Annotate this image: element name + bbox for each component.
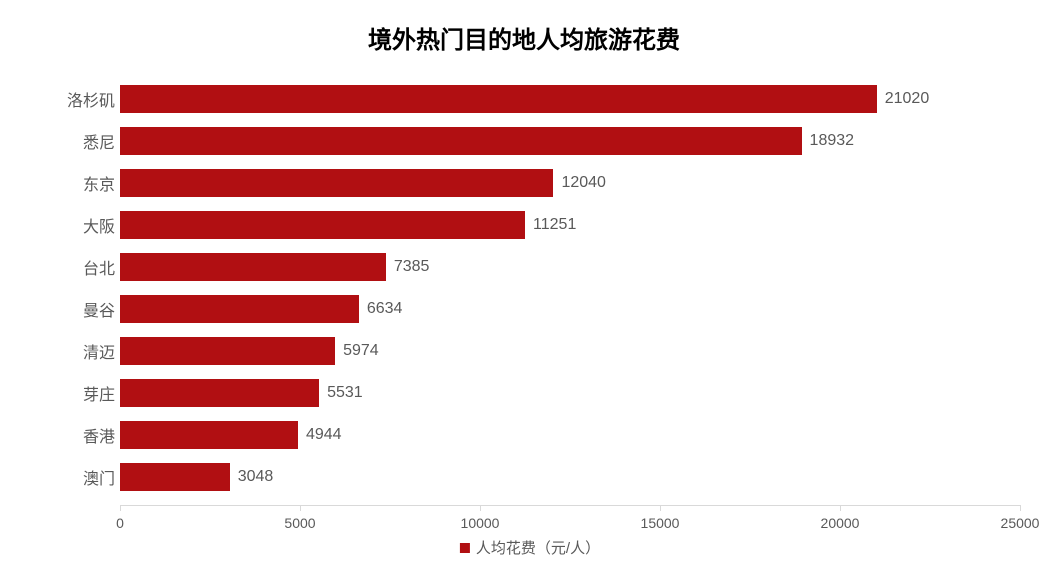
bar-value-label: 5974	[343, 342, 379, 360]
bar	[120, 337, 335, 365]
bar-value-label: 7385	[394, 258, 430, 276]
bar-value-label: 11251	[533, 216, 576, 234]
x-label: 10000	[461, 515, 500, 531]
bar	[120, 253, 386, 281]
chart-title: 境外热门目的地人均旅游花费	[30, 20, 1018, 55]
x-label: 20000	[821, 515, 860, 531]
bar-row: 4944	[120, 421, 298, 449]
y-label: 香港	[83, 423, 115, 447]
legend-swatch	[460, 543, 470, 553]
y-label: 芽庄	[83, 381, 115, 405]
y-label: 悉尼	[83, 129, 115, 153]
y-axis-labels: 洛杉矶悉尼东京大阪台北曼谷清迈芽庄香港澳门	[40, 75, 115, 535]
bar	[120, 295, 359, 323]
bar-value-label: 3048	[238, 468, 274, 486]
bar-row: 6634	[120, 295, 359, 323]
bar-value-label: 12040	[561, 174, 606, 192]
x-label: 5000	[284, 515, 315, 531]
y-label: 东京	[83, 171, 115, 195]
bar-value-label: 4944	[306, 426, 342, 444]
bar-value-label: 6634	[367, 300, 403, 318]
bar-row: 5531	[120, 379, 319, 407]
x-tick	[1020, 505, 1021, 511]
bar-row: 21020	[120, 85, 877, 113]
bar-value-label: 21020	[885, 90, 930, 108]
bar-value-label: 18932	[810, 132, 855, 150]
bar-row: 18932	[120, 127, 802, 155]
bar-row: 7385	[120, 253, 386, 281]
x-label: 25000	[1001, 515, 1040, 531]
bar	[120, 421, 298, 449]
bar	[120, 379, 319, 407]
y-label: 清迈	[83, 339, 115, 363]
y-label: 澳门	[83, 465, 115, 489]
legend-label: 人均花费（元/人）	[476, 537, 600, 558]
legend: 人均花费（元/人）	[460, 537, 600, 558]
x-tick	[300, 505, 301, 511]
y-label: 曼谷	[83, 297, 115, 321]
bar	[120, 85, 877, 113]
bar	[120, 169, 553, 197]
bar	[120, 463, 230, 491]
y-label: 大阪	[83, 213, 115, 237]
x-tick	[840, 505, 841, 511]
x-tick	[480, 505, 481, 511]
bar	[120, 127, 802, 155]
bar-value-label: 5531	[327, 384, 363, 402]
bar-row: 5974	[120, 337, 335, 365]
y-label: 台北	[83, 255, 115, 279]
bar-row: 12040	[120, 169, 553, 197]
y-label: 洛杉矶	[67, 87, 115, 111]
bar	[120, 211, 525, 239]
x-tick	[120, 505, 121, 511]
bar-row: 3048	[120, 463, 230, 491]
x-tick	[660, 505, 661, 511]
x-label: 15000	[641, 515, 680, 531]
plot-area: 21020 18932 12040 11251 7385 6634 5974 5531 4944…	[120, 75, 1020, 535]
x-label: 0	[116, 515, 124, 531]
bar-row: 11251	[120, 211, 525, 239]
x-axis-line	[120, 505, 1020, 506]
chart-area: 洛杉矶悉尼东京大阪台北曼谷清迈芽庄香港澳门 21020 18932 12040 112…	[40, 75, 1020, 535]
